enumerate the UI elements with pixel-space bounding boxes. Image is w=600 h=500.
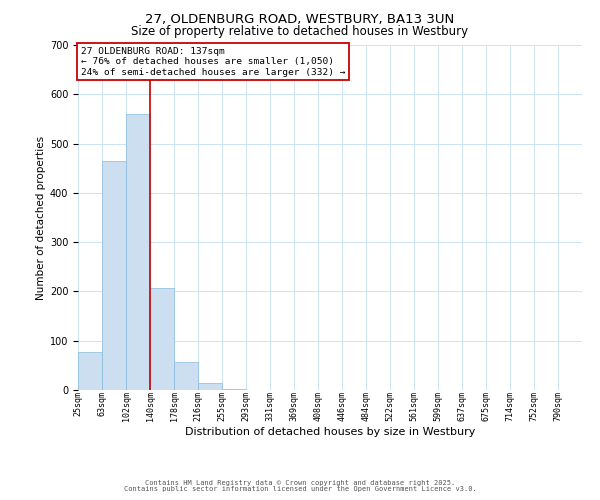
- Bar: [174, 362, 198, 390]
- Bar: [126, 114, 150, 390]
- Bar: [102, 161, 126, 390]
- Text: 27, OLDENBURG ROAD, WESTBURY, BA13 3UN: 27, OLDENBURG ROAD, WESTBURY, BA13 3UN: [145, 12, 455, 26]
- Bar: [150, 288, 174, 390]
- Y-axis label: Number of detached properties: Number of detached properties: [35, 136, 46, 300]
- Bar: [198, 383, 222, 390]
- X-axis label: Distribution of detached houses by size in Westbury: Distribution of detached houses by size …: [185, 427, 475, 437]
- Bar: [222, 389, 246, 390]
- Bar: [78, 352, 102, 390]
- Text: Contains HM Land Registry data © Crown copyright and database right 2025.
Contai: Contains HM Land Registry data © Crown c…: [124, 480, 476, 492]
- Text: Size of property relative to detached houses in Westbury: Size of property relative to detached ho…: [131, 25, 469, 38]
- Text: 27 OLDENBURG ROAD: 137sqm
← 76% of detached houses are smaller (1,050)
24% of se: 27 OLDENBURG ROAD: 137sqm ← 76% of detac…: [80, 46, 345, 76]
